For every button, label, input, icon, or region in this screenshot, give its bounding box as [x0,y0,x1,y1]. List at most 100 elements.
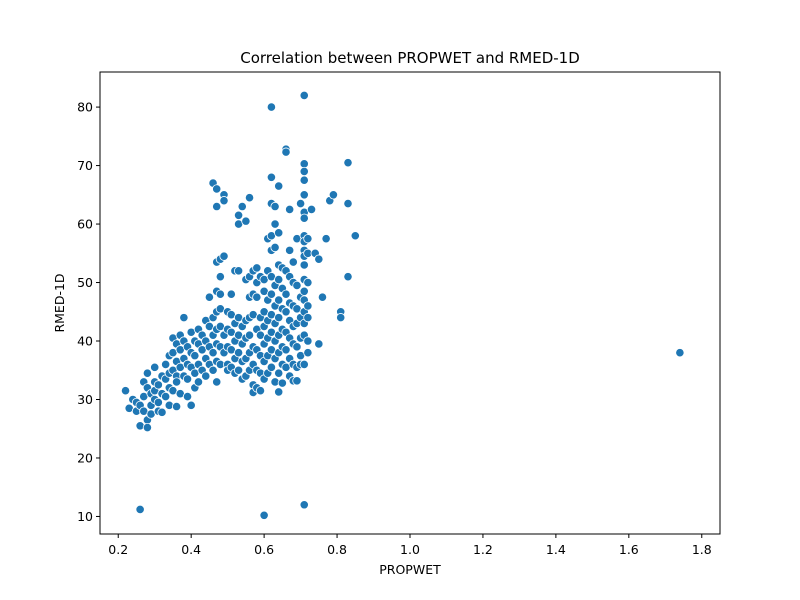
y-tick-label: 50 [77,275,93,290]
data-point [317,292,328,302]
data-point [212,377,222,387]
data-point [153,380,163,390]
data-point [182,374,193,384]
y-tick-label: 70 [77,158,93,173]
data-point [270,242,280,253]
x-tick-label: 1.8 [692,542,712,557]
data-point [233,365,244,375]
data-point [237,201,247,212]
data-point [171,401,182,412]
data-point [233,348,244,358]
x-tick-label: 0.2 [108,542,128,557]
data-point [303,348,313,358]
data-point [219,251,229,261]
data-point [274,228,284,238]
data-point [281,345,291,355]
data-point [208,365,218,375]
data-point [299,175,309,185]
data-point [274,295,284,305]
data-point [212,184,222,194]
x-tick-label: 1.2 [473,542,493,557]
data-point [208,348,218,358]
y-tick-label: 80 [77,100,93,115]
data-point [295,198,306,209]
data-point [274,313,284,323]
data-point [266,102,277,112]
data-point [314,254,324,264]
data-point [314,339,324,349]
data-point [288,257,298,267]
x-tick-label: 0.6 [254,542,274,557]
data-point [153,397,163,408]
y-tick-label: 40 [77,334,93,349]
y-tick-label: 20 [77,450,93,465]
data-point [274,387,284,397]
data-point [161,391,171,402]
data-point [299,286,309,296]
data-point [157,407,167,417]
data-point [252,263,262,273]
data-point [259,510,269,520]
data-point [299,213,309,223]
data-point [299,260,309,270]
data-point [303,277,313,288]
data-point [182,391,193,402]
data-point [244,193,255,203]
data-point [299,90,309,100]
y-axis-ticks: 10 20 30 40 50 60 70 80 [77,100,100,524]
data-point [241,216,251,226]
data-point [212,201,222,212]
x-tick-label: 0.8 [327,542,347,557]
data-point [266,362,277,372]
x-tick-label: 1.6 [619,542,639,557]
data-point [281,147,291,157]
plot-frame [99,71,721,535]
data-point [215,272,225,282]
data-point [190,351,200,361]
data-point [179,313,189,323]
data-point [226,289,236,299]
data-point [299,190,309,200]
x-tick-label: 0.4 [181,542,201,557]
data-point [255,386,266,396]
data-point [303,234,313,244]
data-point [266,172,277,182]
data-point [292,342,302,352]
data-point [274,368,284,378]
data-point [233,266,244,276]
data-point [135,504,145,515]
data-point [142,422,153,433]
data-point [244,330,255,340]
data-point [204,292,215,302]
data-point [270,219,280,229]
data-point [299,500,309,510]
data-point [186,400,196,410]
data-point [161,359,171,370]
x-tick-label: 1.4 [546,542,566,557]
data-point [285,204,295,215]
y-tick-label: 60 [77,217,93,232]
x-tick-label: 1.0 [400,542,420,557]
data-point [219,196,229,206]
data-point [299,359,309,370]
data-point [215,289,225,299]
y-axis-label: RMED-1D [52,273,67,332]
x-axis-label: PROPWET [379,562,441,577]
data-point [274,181,284,191]
data-point [303,313,313,323]
data-point [270,201,280,212]
data-point [292,376,302,386]
data-point [343,158,353,168]
data-point [303,336,313,346]
data-point [274,275,284,285]
data-point [299,159,309,169]
data-point [281,307,291,317]
x-axis-ticks: 0.2 0.4 0.6 0.8 1.0 1.2 1.4 1.6 1.8 [108,534,712,557]
data-point [328,190,339,200]
y-tick-label: 30 [77,392,93,407]
data-point [303,301,313,311]
data-point [120,386,131,396]
data-point [285,245,295,255]
data-point [299,166,309,177]
